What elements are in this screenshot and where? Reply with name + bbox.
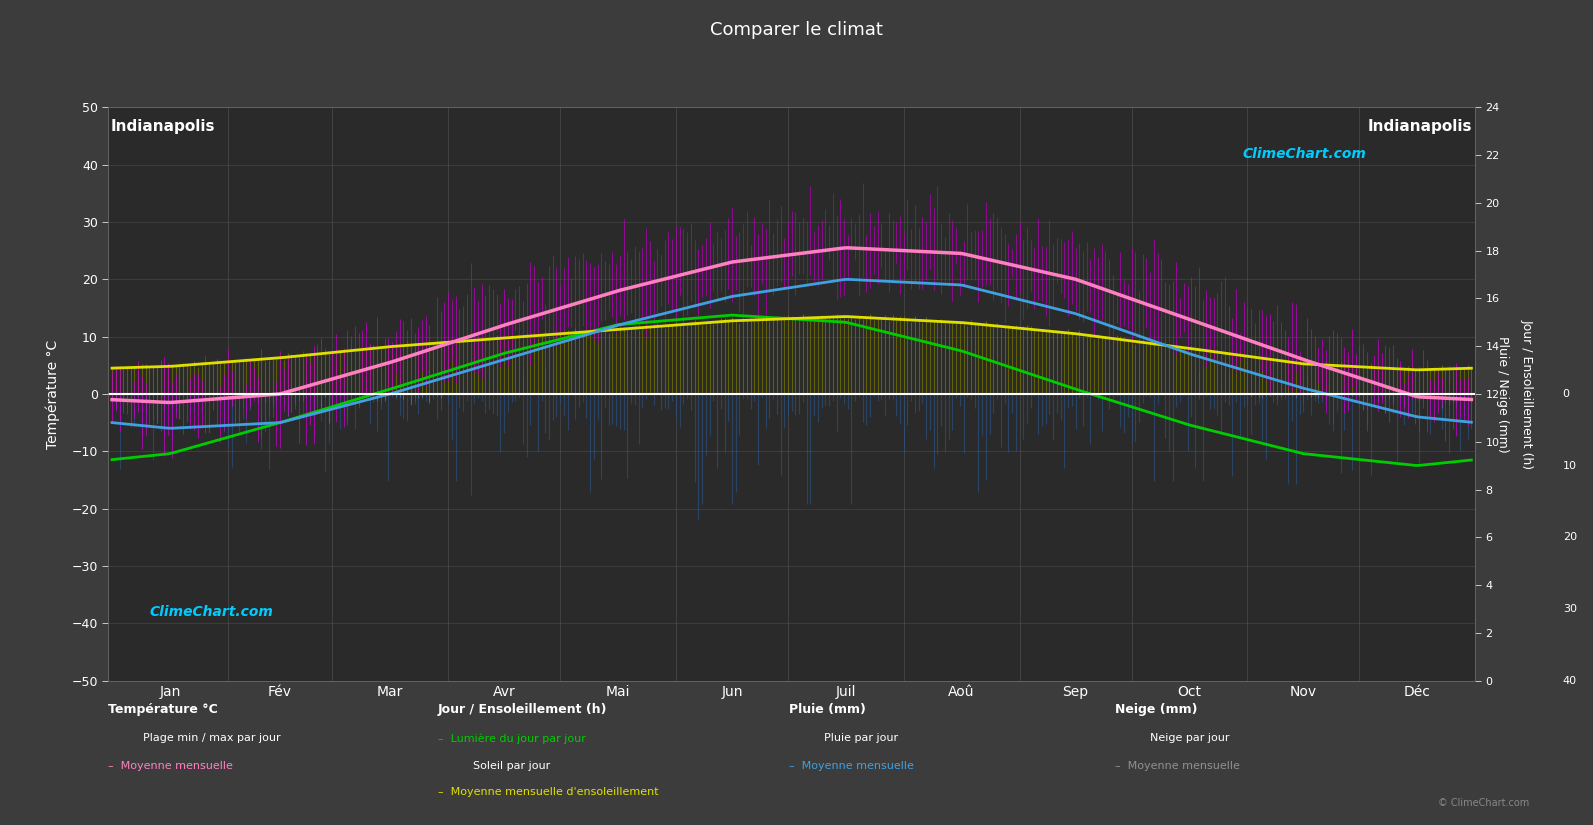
Text: Soleil par jour: Soleil par jour	[473, 761, 550, 771]
Text: Indianapolis: Indianapolis	[1368, 119, 1472, 134]
Text: Neige par jour: Neige par jour	[1150, 733, 1230, 743]
Text: ClimeChart.com: ClimeChart.com	[1243, 148, 1367, 162]
Text: –  Moyenne mensuelle: – Moyenne mensuelle	[789, 761, 913, 771]
Text: 10: 10	[1563, 460, 1577, 470]
Text: Jour / Ensoleillement (h): Jour / Ensoleillement (h)	[438, 703, 607, 716]
Text: Comparer le climat: Comparer le climat	[710, 21, 883, 39]
Text: Pluie par jour: Pluie par jour	[824, 733, 898, 743]
Text: 20: 20	[1563, 532, 1577, 542]
Y-axis label: Pluie / Neige (mm): Pluie / Neige (mm)	[1496, 336, 1509, 452]
Y-axis label: Température °C: Température °C	[46, 339, 61, 449]
Text: –  Moyenne mensuelle: – Moyenne mensuelle	[108, 761, 233, 771]
Text: Indianapolis: Indianapolis	[112, 119, 215, 134]
Text: Neige (mm): Neige (mm)	[1115, 703, 1198, 716]
Y-axis label: Jour / Ensoleillement (h): Jour / Ensoleillement (h)	[1521, 319, 1534, 469]
Text: Pluie (mm): Pluie (mm)	[789, 703, 865, 716]
Text: –  Moyenne mensuelle: – Moyenne mensuelle	[1115, 761, 1239, 771]
Text: 30: 30	[1563, 604, 1577, 614]
Text: –  Moyenne mensuelle d'ensoleillement: – Moyenne mensuelle d'ensoleillement	[438, 787, 658, 797]
Text: 40: 40	[1563, 676, 1577, 686]
Text: 0: 0	[1563, 389, 1569, 399]
Text: Plage min / max par jour: Plage min / max par jour	[143, 733, 280, 743]
Text: ClimeChart.com: ClimeChart.com	[150, 605, 274, 619]
Text: –  Lumière du jour par jour: – Lumière du jour par jour	[438, 733, 586, 743]
Text: Température °C: Température °C	[108, 703, 218, 716]
Text: © ClimeChart.com: © ClimeChart.com	[1438, 799, 1529, 808]
